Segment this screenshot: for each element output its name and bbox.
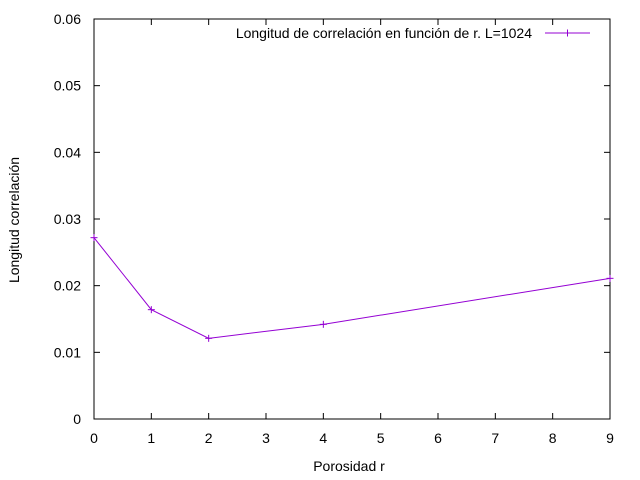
data-point (319, 320, 327, 328)
legend-plus-marker (564, 29, 571, 37)
tick-marks (93, 18, 611, 420)
y-tick-label: 0.02 (54, 278, 81, 294)
data-point (606, 274, 614, 282)
x-axis-label: Porosidad r (313, 458, 385, 474)
series-layer (90, 234, 614, 342)
x-tick-label: 0 (90, 430, 98, 446)
legend-marker (564, 29, 571, 37)
y-tick-label: 0.06 (54, 11, 81, 27)
y-tick-label: 0 (73, 411, 81, 427)
x-tick-label: 1 (147, 430, 155, 446)
x-tick-label: 4 (319, 430, 327, 446)
x-tick-label: 8 (549, 430, 557, 446)
x-tick-label: 2 (205, 430, 213, 446)
y-tick-label: 0.03 (54, 211, 81, 227)
x-tick-labels: 0 1 2 3 4 5 6 7 8 9 (90, 430, 614, 446)
x-tick-label: 9 (606, 430, 614, 446)
plot-frame (93, 18, 611, 420)
y-axis-label: Longitud correlación (6, 157, 22, 283)
x-tick-label: 7 (491, 430, 499, 446)
y-tick-label: 0.05 (54, 78, 81, 94)
data-point (90, 234, 98, 242)
x-tick-label: 3 (262, 430, 270, 446)
y-tick-label: 0.04 (54, 144, 81, 160)
x-tick-label: 6 (434, 430, 442, 446)
y-tick-label: 0.01 (54, 344, 81, 360)
legend: Longitud de correlación en función de r.… (236, 25, 590, 41)
y-tick-labels: 0 0.01 0.02 0.03 0.04 0.05 0.06 (54, 11, 81, 427)
data-point (205, 334, 213, 342)
legend-label: Longitud de correlación en función de r.… (236, 25, 532, 41)
x-tick-label: 5 (377, 430, 385, 446)
series-line (93, 237, 611, 339)
data-point (147, 306, 155, 314)
